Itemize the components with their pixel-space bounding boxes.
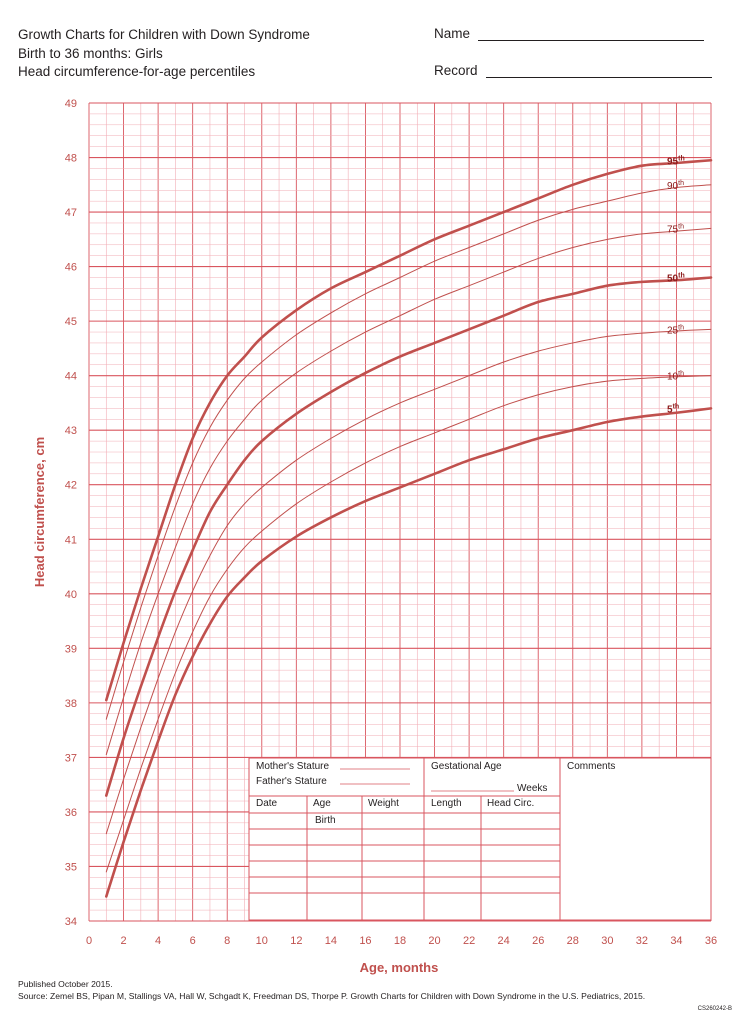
x-tick-label: 10: [256, 935, 268, 947]
x-tick-label: 26: [532, 935, 544, 947]
y-tick-label: 34: [65, 916, 77, 928]
x-tick-label: 32: [636, 935, 648, 947]
name-line[interactable]: [478, 28, 705, 41]
gestational-age-label: Gestational Age: [431, 761, 502, 772]
published-note: Published October 2015.: [18, 979, 113, 989]
y-tick-label: 44: [65, 371, 77, 383]
col-length: Length: [431, 798, 462, 809]
axis-ticks: 0 2 4 6 8 10 12 14 16 18 20 22 24 26 28 30 32 34 363435363…: [65, 98, 717, 947]
x-tick-label: 34: [670, 935, 682, 947]
y-tick-label: 41: [65, 534, 77, 546]
x-tick-label: 20: [428, 935, 440, 947]
x-tick-label: 28: [567, 935, 579, 947]
y-tick-label: 37: [65, 752, 77, 764]
y-axis-label: Head circumference, cm: [32, 437, 47, 587]
col-date: Date: [256, 798, 278, 809]
x-tick-label: 0: [86, 935, 92, 947]
comments-label: Comments: [567, 761, 615, 772]
y-tick-label: 45: [65, 316, 77, 328]
percentile-curve-25th: [105, 328, 712, 835]
percentile-curve-5th: [104, 407, 713, 898]
x-tick-label: 14: [325, 935, 337, 947]
document-code: CS260242-B: [697, 1006, 732, 1012]
y-tick-label: 39: [65, 643, 77, 655]
percentile-label-50th: 50th: [667, 273, 685, 285]
y-tick-label: 35: [65, 861, 77, 873]
y-tick-label: 48: [65, 153, 77, 165]
percentile-label-5th: 5th: [667, 403, 679, 415]
record-field[interactable]: Record: [434, 63, 712, 78]
name-field[interactable]: Name: [434, 26, 705, 41]
x-tick-label: 4: [155, 935, 161, 947]
x-tick-label: 30: [601, 935, 613, 947]
percentile-label-75th: 75th: [667, 223, 684, 235]
chart-title-line-1: Growth Charts for Children with Down Syn…: [18, 27, 310, 42]
y-tick-label: 36: [65, 807, 77, 819]
y-tick-label: 40: [65, 589, 77, 601]
y-tick-label: 47: [65, 207, 77, 219]
col-age: Age: [313, 798, 331, 809]
y-tick-label: 42: [65, 480, 77, 492]
x-tick-label: 24: [498, 935, 510, 947]
x-tick-label: 16: [359, 935, 371, 947]
col-weight: Weight: [368, 798, 399, 809]
y-tick-label: 43: [65, 425, 77, 437]
chart-title-line-3: Head circumference-for-age percentiles: [18, 64, 256, 79]
x-axis-label: Age, months: [360, 960, 439, 975]
birth-label: Birth: [315, 815, 336, 826]
y-tick-label: 38: [65, 698, 77, 710]
chart-title-line-2: Birth to 36 months: Girls: [18, 45, 163, 61]
x-tick-label: 36: [705, 935, 717, 947]
percentile-curve-10th: [105, 375, 712, 873]
x-tick-label: 2: [120, 935, 126, 947]
x-tick-label: 6: [190, 935, 196, 947]
title-block: Growth Charts for Children with Down Syn…: [18, 26, 310, 82]
percentile-curve-95th: [104, 158, 713, 702]
percentile-label-95th: 95th: [667, 155, 685, 167]
name-label: Name: [434, 26, 471, 41]
fathers-stature-label: Father's Stature: [256, 776, 327, 787]
col-head-circ: Head Circ.: [487, 798, 534, 809]
percentile-curves: 95th 90th 75th 50th 25th 10th 5th: [104, 155, 713, 898]
x-tick-label: 12: [290, 935, 302, 947]
x-tick-label: 8: [224, 935, 230, 947]
x-tick-label: 18: [394, 935, 406, 947]
percentile-curve-75th: [105, 227, 712, 756]
record-label: Record: [434, 63, 478, 78]
record-table: Mother's Stature Father's Stature Gestat…: [248, 757, 712, 921]
x-tick-label: 22: [463, 935, 475, 947]
record-line[interactable]: [485, 65, 712, 78]
weeks-label: Weeks: [517, 783, 547, 794]
percentile-curve-90th: [105, 184, 712, 720]
footer: Published October 2015. Source: Zemel BS…: [18, 978, 645, 1002]
percentile-label-90th: 90th: [667, 180, 684, 192]
percentile-curve-50th: [104, 276, 713, 797]
y-tick-label: 46: [65, 262, 77, 274]
mothers-stature-label: Mother's Stature: [256, 761, 329, 772]
y-tick-label: 49: [65, 98, 77, 110]
source-note: Source: Zemel BS, Pipan M, Stallings VA,…: [18, 991, 646, 1001]
percentile-label-10th: 10th: [667, 371, 684, 383]
percentile-label-25th: 25th: [667, 324, 684, 336]
